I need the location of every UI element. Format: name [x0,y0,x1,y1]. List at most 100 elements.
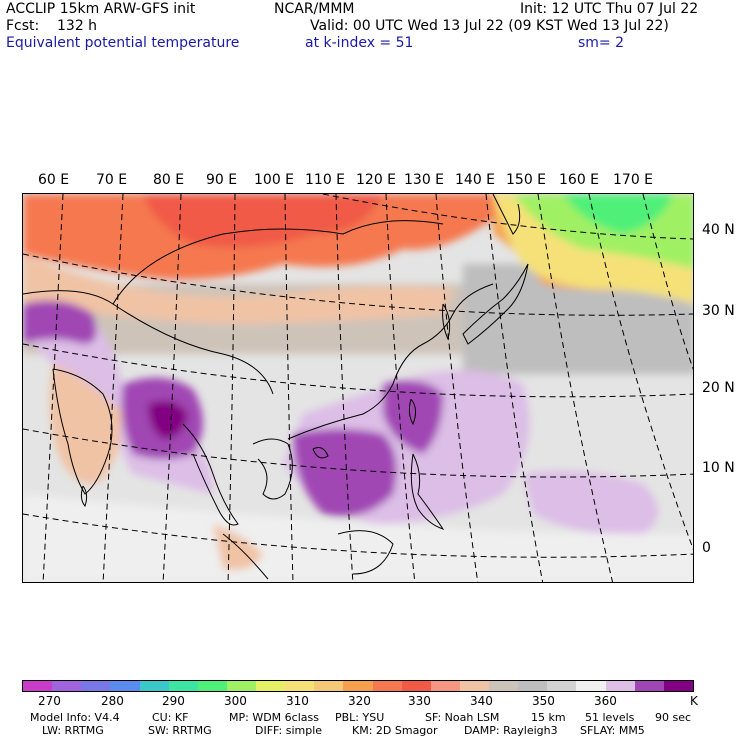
valid-time: Valid: 00 UTC Wed 13 Jul 22 (09 KST Wed … [310,18,669,34]
colorbar-tick: 310 [286,694,309,708]
colorbar-tick: 280 [101,694,124,708]
philippines-coast [410,453,445,530]
damp-scheme: DAMP: Rayleigh3 [464,724,558,737]
meridian-line [284,194,294,582]
taiwan-coast [408,398,417,426]
colorbar-tick: 300 [224,694,247,708]
km-scheme: KM: 2D Smagor [352,724,438,737]
colorbar-swatch [285,681,315,691]
parallel-line [23,513,693,558]
colorbar-tick: 320 [348,694,371,708]
sflay-scheme: SFLAY: MM5 [580,724,645,737]
lon-label: 110 E [305,172,346,188]
lat-label: 20 N [702,380,735,396]
colorbar-swatch [401,681,431,691]
lon-label: 80 E [153,172,185,188]
fcst-value: 132 h [57,18,98,34]
lat-label: 30 N [702,303,735,319]
colorbar-swatch [459,681,489,691]
grid-spacing: 15 km [531,711,566,724]
init-time: Init: 12 UTC Thu 07 Jul 22 [520,1,699,17]
colorbar-swatch [372,681,402,691]
colorbar-swatch [256,681,286,691]
lon-label: 130 E [404,172,445,188]
meridian-line [227,194,236,582]
level-label: at k-index = 51 [305,35,414,51]
colorbar-swatch [547,681,577,691]
colorbar-tick: 270 [38,694,61,708]
parallel-line [322,194,693,240]
lat-label: 10 N [702,460,735,476]
colorbar-swatch [110,681,140,691]
colorbar-unit: K [690,694,698,708]
colorbar-swatch [634,681,664,691]
colorbar-swatch [52,681,82,691]
meridian-line [385,194,416,582]
colorbar-tick: 360 [594,694,617,708]
org-label: NCAR/MMM [274,1,355,17]
colorbar-swatch [139,681,169,691]
colorbar-swatch [663,681,693,691]
model-info: Model Info: V4.4 [30,711,120,724]
pbl-scheme: PBL: YSU [335,711,385,724]
colorbar-swatch [343,681,373,691]
field-lightgrey-south [23,494,693,582]
lon-label: 70 E [96,172,128,188]
field-purple-pakistan [23,300,97,344]
meridian-line [102,194,124,582]
sf-scheme: SF: Noah LSM [425,711,500,724]
burma-coast [182,423,239,526]
theta-e-map [23,194,693,582]
colorbar [22,680,694,692]
parallel-line [23,343,693,398]
japan-coast [462,263,529,345]
field-deepred-mongolia [143,194,383,248]
field-peach-band [23,254,453,324]
meridian-line [537,194,614,582]
vertical-levels: 51 levels [585,711,635,724]
field-darkpurple-bengal [148,400,188,439]
smooth-label: sm= 2 [578,35,625,51]
indochina-coast [252,438,293,500]
india-coast [52,368,113,495]
sakhalin-coast [492,194,521,235]
srilanka-coast [80,485,88,507]
lon-label: 140 E [455,172,496,188]
cu-scheme: CU: KF [152,711,189,724]
korea-coast [442,303,451,341]
colorbar-swatch [489,681,519,691]
lon-label: 160 E [559,172,600,188]
lat-label: 0 [702,540,711,556]
time-step: 90 sec [655,711,692,724]
field-lilac-east [523,470,658,535]
himalaya-border [112,303,274,395]
colorbar-swatch [168,681,198,691]
meridian-line [335,194,354,582]
colorbar-swatch [226,681,256,691]
colorbar-swatch [197,681,227,691]
colorbar-swatch [518,681,548,691]
colorbar-swatch [81,681,111,691]
lon-label: 120 E [356,172,397,188]
diff-scheme: DIFF: simple [255,724,323,737]
colorbar-swatch [23,681,53,691]
field-purple-scs [293,429,397,517]
lon-label: 60 E [38,172,70,188]
meridian-line [588,194,693,551]
sumatra-coast [222,533,269,580]
model-title: ACCLIP 15km ARW-GFS init [6,1,196,17]
lat-label: 40 N [702,222,735,238]
meridian-line [642,194,693,370]
national-borders [23,220,444,305]
colorbar-tick: 350 [532,694,555,708]
field-name: Equivalent potential temperature [6,35,240,51]
meridian-line [162,194,182,582]
hainan-coast [312,447,329,459]
colorbar-tick: 340 [470,694,493,708]
sw-scheme: SW: RRTMG [148,724,212,737]
map-panel [22,193,694,583]
borneo-coast [337,530,394,575]
fcst-label: Fcst: [6,18,40,34]
colorbar-swatch [605,681,635,691]
parallel-line [23,253,693,316]
